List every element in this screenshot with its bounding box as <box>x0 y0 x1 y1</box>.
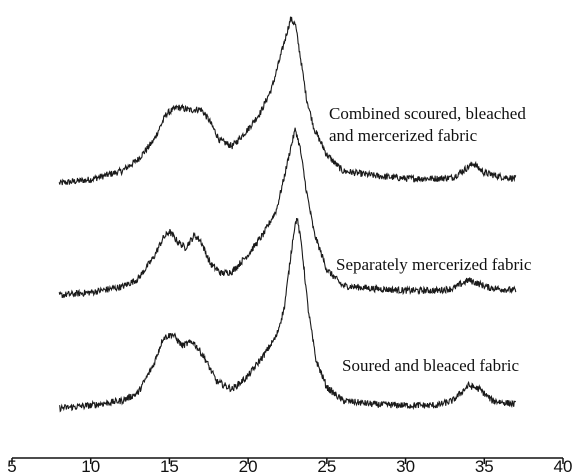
x-tick-label-10: 10 <box>81 457 100 476</box>
x-tick-layer: 5 10 15 20 25 30 35 40 <box>7 457 572 476</box>
x-tick-label-25: 25 <box>317 457 336 476</box>
x-tick-label-35: 35 <box>475 457 494 476</box>
series-label-0-line-1: and mercerized fabric <box>329 126 478 145</box>
x-tick-label-40: 40 <box>554 457 573 476</box>
series-line-2 <box>58 217 517 413</box>
series-layer <box>58 16 517 413</box>
x-tick-label-5: 5 <box>7 457 16 476</box>
x-tick-label-15: 15 <box>160 457 179 476</box>
series-line-1 <box>58 127 517 299</box>
series-line-0 <box>58 16 517 186</box>
x-tick-label-20: 20 <box>239 457 258 476</box>
series-label-layer: Combined scoured, bleached and mercerized… <box>329 104 532 375</box>
x-tick-label-30: 30 <box>396 457 415 476</box>
series-label-1-line-0: Separately mercerized fabric <box>336 255 532 274</box>
series-label-0-line-0: Combined scoured, bleached <box>329 104 526 123</box>
series-label-2-line-0: Soured and bleaced fabric <box>342 356 519 375</box>
